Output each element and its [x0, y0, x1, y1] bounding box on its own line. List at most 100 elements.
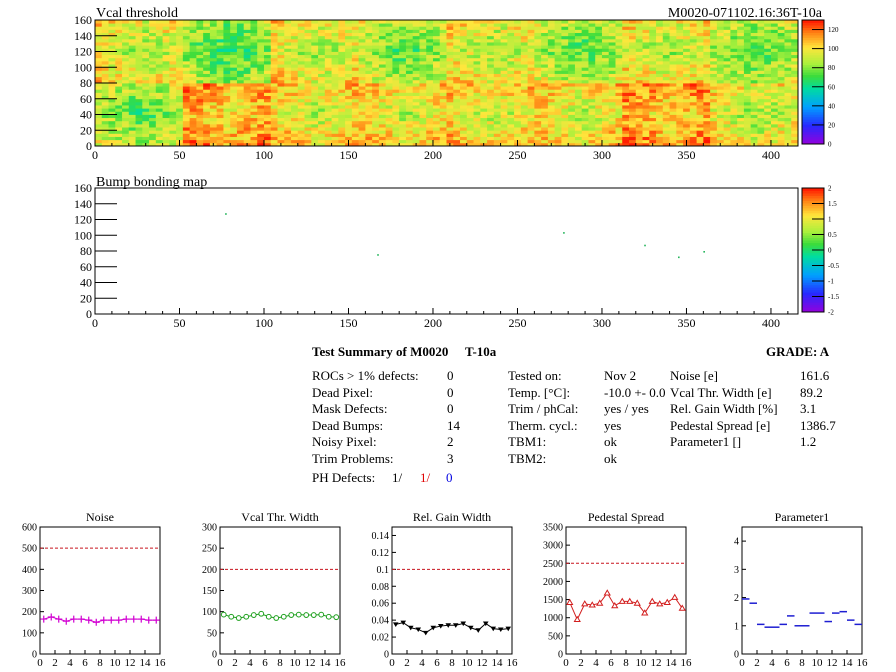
vcal-cell — [622, 127, 630, 131]
vcal-cell — [716, 127, 725, 131]
vcal-cell — [230, 29, 238, 33]
vcal-x-tick-label: 400 — [762, 148, 780, 162]
vcal-cell — [466, 64, 474, 68]
vcal-cell — [689, 114, 698, 119]
vcal-cell — [615, 105, 623, 109]
vcal-cell — [277, 70, 285, 74]
vcal-cell — [142, 111, 150, 115]
vcal-cell — [439, 64, 447, 68]
vcal-cell — [737, 86, 745, 90]
vcal-cell — [703, 130, 711, 134]
vcal-cell — [561, 101, 569, 106]
vcal-cell — [277, 79, 285, 84]
vcal-cell — [338, 86, 346, 90]
vcal-cell — [689, 111, 698, 115]
vcal-cell — [324, 83, 332, 87]
vcal-cell — [527, 89, 535, 93]
vcal-cell — [770, 83, 779, 87]
vcal-cell — [642, 48, 650, 52]
vcal-cell — [236, 32, 245, 37]
vcal-heatmap-cells — [95, 20, 799, 147]
vcal-cell — [122, 35, 130, 40]
vcal-cell — [460, 142, 468, 147]
vcal-cell — [142, 76, 150, 81]
vcal-cell — [723, 20, 731, 24]
vcal-cell — [338, 98, 346, 103]
vcal-cell — [318, 120, 326, 125]
defect-value: 0 — [447, 368, 454, 383]
vcal-cell — [405, 89, 414, 93]
vcal-cell — [304, 105, 312, 109]
vcal-cell — [656, 123, 664, 128]
vcal-cell — [351, 130, 360, 134]
vcal-cell — [277, 127, 285, 131]
vcal-cell — [534, 83, 542, 87]
vcal-cell — [601, 57, 610, 62]
vcal-cell — [95, 29, 103, 33]
vcal-cell — [730, 26, 738, 30]
vcal-cell — [378, 133, 387, 137]
vcal-cell — [527, 26, 535, 30]
vcal-cell — [236, 79, 245, 84]
vcal-cell — [223, 29, 231, 33]
vcal-cell — [770, 114, 779, 119]
vcal-cell — [689, 20, 698, 24]
vcal-cell — [777, 108, 785, 112]
vcal-cell — [574, 130, 583, 134]
vcal-cell — [649, 98, 657, 103]
vcal-cell — [723, 23, 731, 27]
vcal-cell — [189, 26, 197, 30]
pedestal-spread-y-tick-label: 3000 — [543, 541, 563, 552]
vcal-cell — [392, 51, 400, 56]
vcal-cell — [764, 70, 772, 74]
bump-palette-band — [802, 190, 824, 194]
vcal-cell — [696, 32, 704, 37]
vcal-cell — [162, 38, 170, 43]
vcal-cell — [642, 83, 650, 87]
vcal-cell — [770, 67, 779, 71]
vcal-cell — [277, 23, 285, 27]
vcal-cell — [230, 92, 238, 96]
vcal-cell — [730, 32, 738, 37]
vcal-cell — [142, 73, 150, 78]
vcal-cell — [128, 127, 136, 131]
vcal-cell — [324, 95, 332, 100]
vcal-cell — [757, 51, 765, 56]
vcal-cell — [304, 120, 312, 125]
vcal-cell — [622, 32, 630, 37]
vcal-cell — [291, 86, 299, 90]
vcal-cell — [169, 120, 177, 125]
vcal-cell — [270, 86, 278, 90]
vcal-cell — [351, 133, 360, 137]
vcal-cell — [270, 105, 278, 109]
vcal-cell — [263, 51, 272, 56]
vcal-cell — [95, 114, 103, 119]
vcal-cell — [676, 92, 684, 96]
vcal-cell — [297, 127, 305, 131]
vcal-cell — [311, 57, 319, 62]
vcal-cell — [182, 57, 191, 62]
vcal-cell — [757, 95, 765, 100]
vcal-cell — [696, 57, 704, 62]
vcal-cell — [520, 130, 529, 134]
vcal-cell — [426, 117, 434, 122]
vcal-width-point — [318, 611, 325, 618]
bump-palette-band — [802, 247, 824, 251]
vcal-cell — [716, 139, 725, 144]
vcal-cell — [460, 60, 468, 65]
vcal-cell — [716, 83, 725, 87]
vcal-cell — [750, 89, 758, 93]
vcal-cell — [480, 38, 488, 43]
vcal-cell — [378, 23, 387, 27]
vcal-cell — [419, 142, 427, 147]
vcal-cell — [588, 42, 596, 46]
vcal-x-tick-label: 250 — [508, 148, 526, 162]
vcal-cell — [466, 73, 474, 78]
vcal-cell — [669, 136, 677, 141]
vcal-cell — [608, 32, 616, 37]
vcal-palette-band — [802, 86, 824, 90]
vcal-cell — [277, 54, 285, 59]
vcal-cell — [601, 45, 610, 49]
vcal-cell — [649, 111, 657, 115]
vcal-cell — [392, 48, 400, 52]
